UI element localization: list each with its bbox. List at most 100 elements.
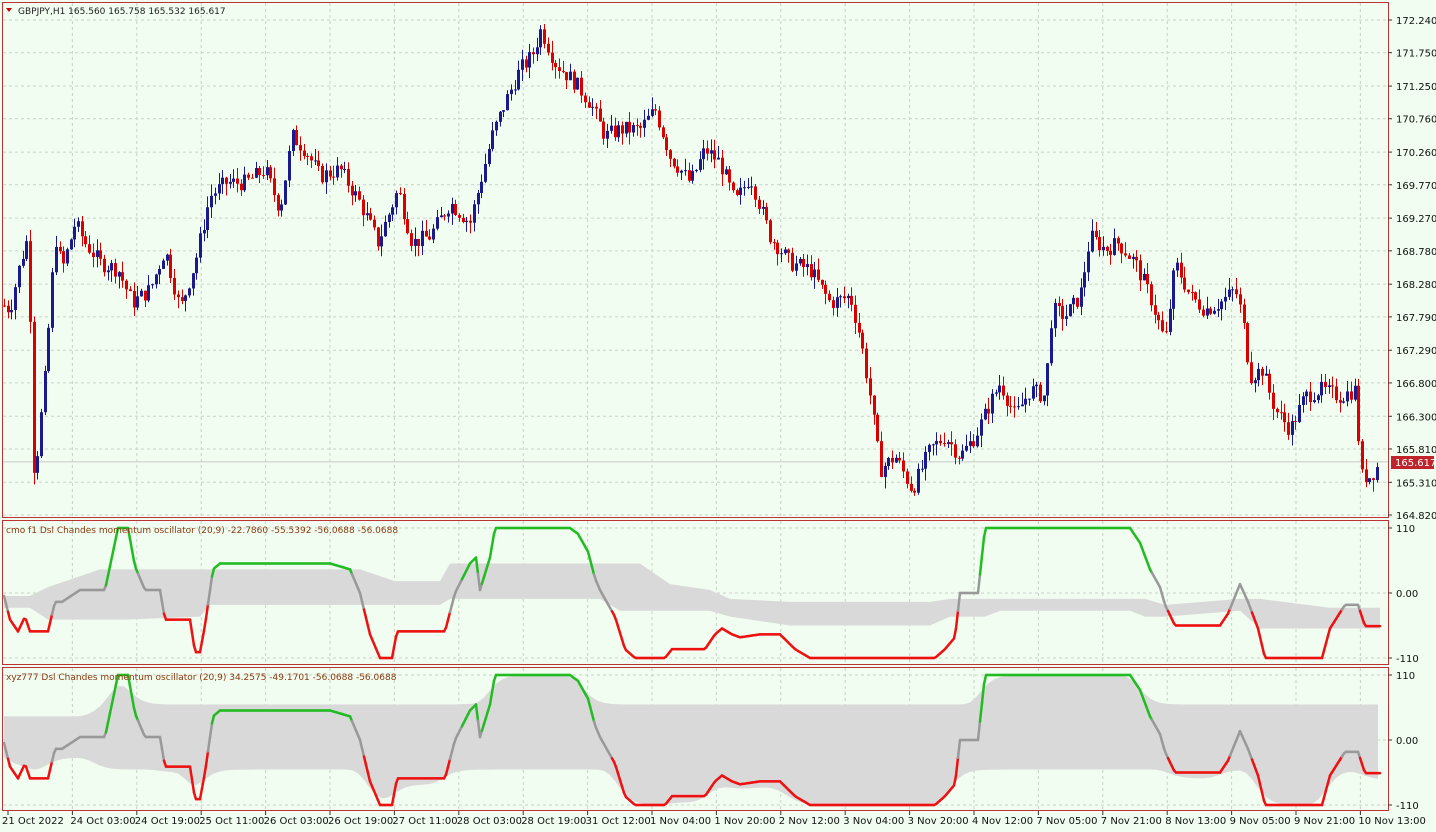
- oscillator2-segment: [980, 683, 986, 705]
- oscillator1-segment: [590, 565, 596, 576]
- candle-body: [576, 77, 579, 90]
- time-axis-label: 7 Nov 05:00: [1036, 816, 1097, 827]
- time-axis-label: 10 Nov 13:00: [1358, 816, 1425, 827]
- indicator-axis-label: 110: [1396, 671, 1415, 682]
- oscillator1-segment: [474, 556, 480, 576]
- candle-body: [732, 182, 735, 191]
- candle-body: [847, 295, 850, 299]
- candle-body: [25, 241, 28, 259]
- collapse-triangle-icon[interactable]: [6, 8, 12, 12]
- oscillator1-segment: [1256, 627, 1262, 639]
- candle-body: [813, 269, 816, 278]
- candle-body: [558, 67, 561, 72]
- candle-body: [773, 242, 776, 244]
- candle-body: [824, 284, 827, 294]
- price-axis-label: 168.280: [1396, 280, 1436, 291]
- candle-body: [950, 442, 953, 445]
- candle-body: [321, 165, 324, 183]
- oscillator2-segment: [202, 764, 208, 780]
- candle-body: [103, 258, 106, 273]
- oscillator1-segment: [954, 609, 960, 630]
- price-axis-label: 169.770: [1396, 181, 1436, 192]
- oscillator1-segment: [128, 537, 134, 552]
- candle-body: [695, 169, 698, 172]
- candle-body: [1069, 304, 1072, 317]
- current-price-tag-bg: [1391, 456, 1434, 469]
- candle-body: [588, 102, 591, 108]
- candle-body: [654, 109, 657, 111]
- candle-body: [210, 195, 213, 208]
- oscillator1-segment: [364, 616, 370, 628]
- oscillator2-segment: [952, 774, 958, 787]
- candle-body: [73, 226, 76, 240]
- oscillator1-segment: [50, 604, 56, 616]
- candle-body: [1313, 400, 1316, 403]
- candle-body: [665, 137, 668, 151]
- candle-body: [924, 451, 927, 469]
- candle-body: [1039, 384, 1042, 402]
- candle-body: [136, 296, 139, 308]
- oscillator2-segment: [448, 750, 454, 761]
- candle-body: [329, 170, 332, 177]
- oscillator1-segment: [200, 629, 206, 643]
- oscillator1-segment: [188, 618, 194, 634]
- candle-body: [543, 29, 546, 44]
- candle-body: [1350, 391, 1353, 400]
- candle-body: [1058, 302, 1061, 307]
- candle-body: [443, 215, 446, 217]
- oscillator2-segment: [204, 750, 210, 767]
- candle-body: [388, 214, 391, 222]
- candle-body: [1276, 408, 1279, 413]
- candle-body: [1102, 246, 1105, 251]
- time-axis-label: 26 Oct 19:00: [328, 816, 393, 827]
- candle-body: [1335, 386, 1338, 401]
- candle-body: [177, 294, 180, 298]
- candle-body: [1169, 308, 1172, 332]
- candle-body: [843, 296, 846, 299]
- candle-body: [384, 221, 387, 237]
- candle-body: [173, 278, 176, 295]
- candle-body: [651, 109, 654, 116]
- candle-body: [140, 290, 143, 297]
- candle-body: [736, 190, 739, 195]
- candle-body: [647, 115, 650, 120]
- candle-body: [1139, 260, 1142, 281]
- oscillator1-segment: [126, 526, 132, 541]
- candle-body: [273, 178, 276, 196]
- oscillator2-segment: [474, 703, 480, 723]
- time-axis-label: 1 Nov 20:00: [714, 816, 775, 827]
- candle-body: [921, 468, 924, 470]
- candle-body: [1320, 381, 1323, 396]
- candle-body: [77, 221, 80, 227]
- oscillator1-segment: [1258, 635, 1264, 647]
- oscillator2-segment: [360, 747, 366, 758]
- candle-body: [414, 238, 417, 246]
- oscillator1-segment: [360, 600, 366, 611]
- candle-body: [1161, 320, 1164, 332]
- candle-body: [680, 170, 683, 173]
- oscillator2-segment: [1260, 791, 1266, 803]
- candle-body: [995, 392, 998, 394]
- time-axis-label: 28 Oct 19:00: [521, 816, 586, 827]
- candle-body: [1120, 243, 1123, 254]
- oscillator2-segment: [190, 778, 196, 794]
- candle-body: [1124, 253, 1127, 256]
- oscillator1-segment: [202, 617, 208, 633]
- price-pane[interactable]: [2, 2, 1389, 518]
- candle-body: [70, 239, 73, 250]
- candle-body: [155, 274, 158, 285]
- candle-body: [591, 106, 594, 108]
- oscillator2-segment: [130, 695, 136, 710]
- oscillator2-segment: [588, 704, 594, 716]
- candle-body: [528, 52, 531, 68]
- candle-body: [343, 169, 346, 171]
- candle-body: [121, 272, 124, 281]
- candle-body: [821, 279, 824, 285]
- candle-body: [617, 125, 620, 138]
- candle-body: [33, 321, 36, 473]
- candle-body: [1191, 292, 1194, 294]
- candle-body: [858, 322, 861, 333]
- candle-body: [362, 199, 365, 216]
- candle-body: [1287, 422, 1290, 435]
